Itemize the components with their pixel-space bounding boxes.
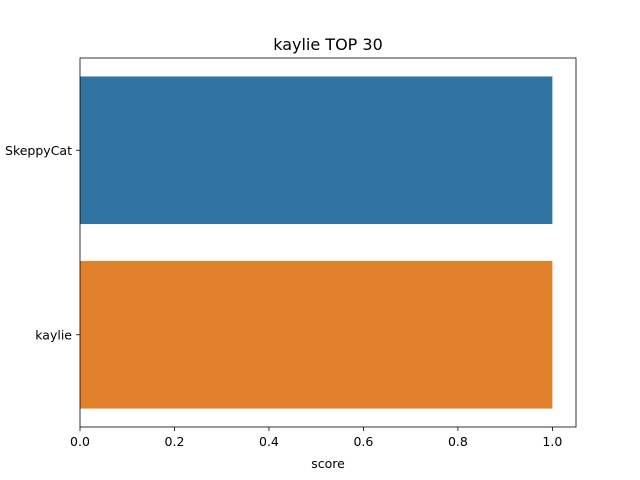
plot-frame	[79, 57, 577, 428]
x-tick-label: 0.8	[448, 434, 468, 449]
bars-layer	[80, 76, 553, 409]
axes-frame	[79, 57, 577, 428]
x-tick-label: 0.6	[353, 434, 373, 449]
y-tick-label: kaylie	[35, 327, 72, 342]
bar-skeppycat	[80, 76, 553, 225]
x-axis-label: score	[311, 456, 345, 471]
y-tick-label: SkeppyCat	[5, 143, 72, 158]
x-axis-ticks: 0.0 0.2 0.4 0.6 0.8 1.0	[70, 427, 562, 449]
x-tick-label: 1.0	[542, 434, 562, 449]
y-axis-ticks: SkeppyCat kaylie	[5, 143, 80, 342]
x-tick-label: 0.2	[165, 434, 185, 449]
x-tick-label: 0.0	[70, 434, 90, 449]
x-tick-label: 0.4	[259, 434, 279, 449]
bar-kaylie	[80, 260, 553, 409]
chart-title: kaylie TOP 30	[273, 35, 383, 54]
